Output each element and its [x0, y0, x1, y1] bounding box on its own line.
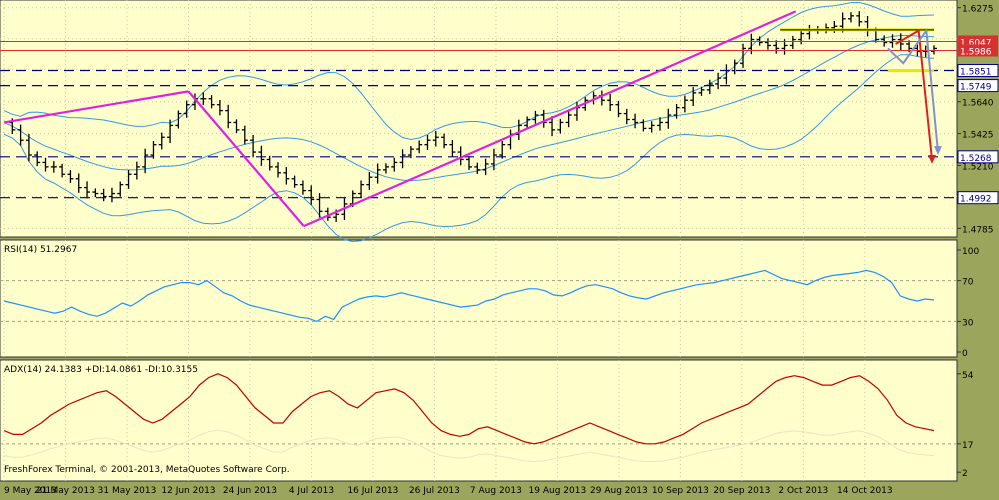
price-label: 1.4785: [962, 225, 994, 235]
price-label: 1.5268: [960, 154, 992, 164]
price-label: 1.4992: [960, 195, 992, 205]
x-tick-label: 14 Oct 2013: [837, 486, 893, 496]
rsi-tick-label: 0: [962, 349, 968, 359]
x-tick-label: 4 Jul 2013: [289, 486, 334, 496]
price-label-bg: [958, 44, 998, 57]
price-label-bg: [957, 63, 999, 77]
adx-panel: [0, 359, 958, 482]
price-label-bg: [957, 191, 999, 205]
price-label: 1.5640: [962, 99, 994, 109]
price-label: 1.5425: [962, 131, 994, 141]
price-label-bg: [957, 79, 999, 93]
price-label: 1.5851: [960, 67, 992, 77]
x-tick-label: 7 Aug 2013: [470, 486, 522, 496]
adx-title: ADX(14) 24.1383 +DI:14.0861 -DI:10.3155: [4, 365, 198, 375]
price-label: 1.5749: [960, 83, 992, 93]
x-tick-label: 29 Aug 2013: [590, 486, 648, 496]
rsi-tick-label: 30: [962, 318, 974, 328]
watermark: FreshForex Terminal, © 2001-2013, MetaQu…: [4, 465, 290, 475]
price-label-bg: [958, 35, 998, 48]
adx-tick-label: 2: [962, 469, 968, 479]
x-tick-label: 31 May 2013: [98, 486, 157, 496]
x-tick-label: 20 Sep 2013: [713, 486, 770, 496]
price-label: 1.5986: [960, 47, 992, 57]
blue-arrow-path: [887, 27, 939, 153]
bollinger-line: [3, 1, 935, 141]
price-label: 1.6047: [960, 38, 992, 48]
x-tick-label: 21 May 2013: [36, 486, 95, 496]
rsi-line: [3, 269, 935, 323]
x-tick-label: 24 Jun 2013: [223, 486, 277, 496]
blue-arrowhead: [934, 146, 942, 156]
price-label-bg: [957, 150, 999, 164]
price-panel: [0, 0, 958, 238]
adx-line: [3, 373, 935, 445]
adx-tick-label: 54: [962, 371, 974, 381]
x-tick-label: 16 Jul 2013: [347, 486, 398, 496]
x-tick-label: 19 Aug 2013: [529, 486, 587, 496]
bollinger-line: [3, 54, 935, 243]
x-tick-label: 9 May 2013: [4, 486, 57, 496]
rsi-tick-label: 100: [962, 247, 979, 257]
x-tick-label: 2 Oct 2013: [778, 486, 828, 496]
red-arrowhead: [928, 155, 936, 164]
rsi-tick-label: 70: [962, 278, 974, 288]
x-tick-label: 26 Jul 2013: [409, 486, 460, 496]
bollinger-line: [3, 35, 935, 182]
trendline: [3, 90, 189, 124]
di-line: [3, 429, 935, 463]
x-tick-label: 10 Sep 2013: [652, 486, 709, 496]
trendline: [187, 90, 305, 227]
rsi-panel: [0, 239, 958, 358]
price-label: 1.5210: [962, 162, 994, 172]
x-tick-label: 12 Jun 2013: [161, 486, 215, 496]
rsi-title: RSI(14) 51.2967: [4, 245, 77, 255]
price-label: 1.6275: [962, 5, 994, 15]
trendline: [303, 10, 797, 228]
adx-tick-label: 17: [962, 441, 973, 451]
red-arrow-path: [895, 29, 933, 160]
